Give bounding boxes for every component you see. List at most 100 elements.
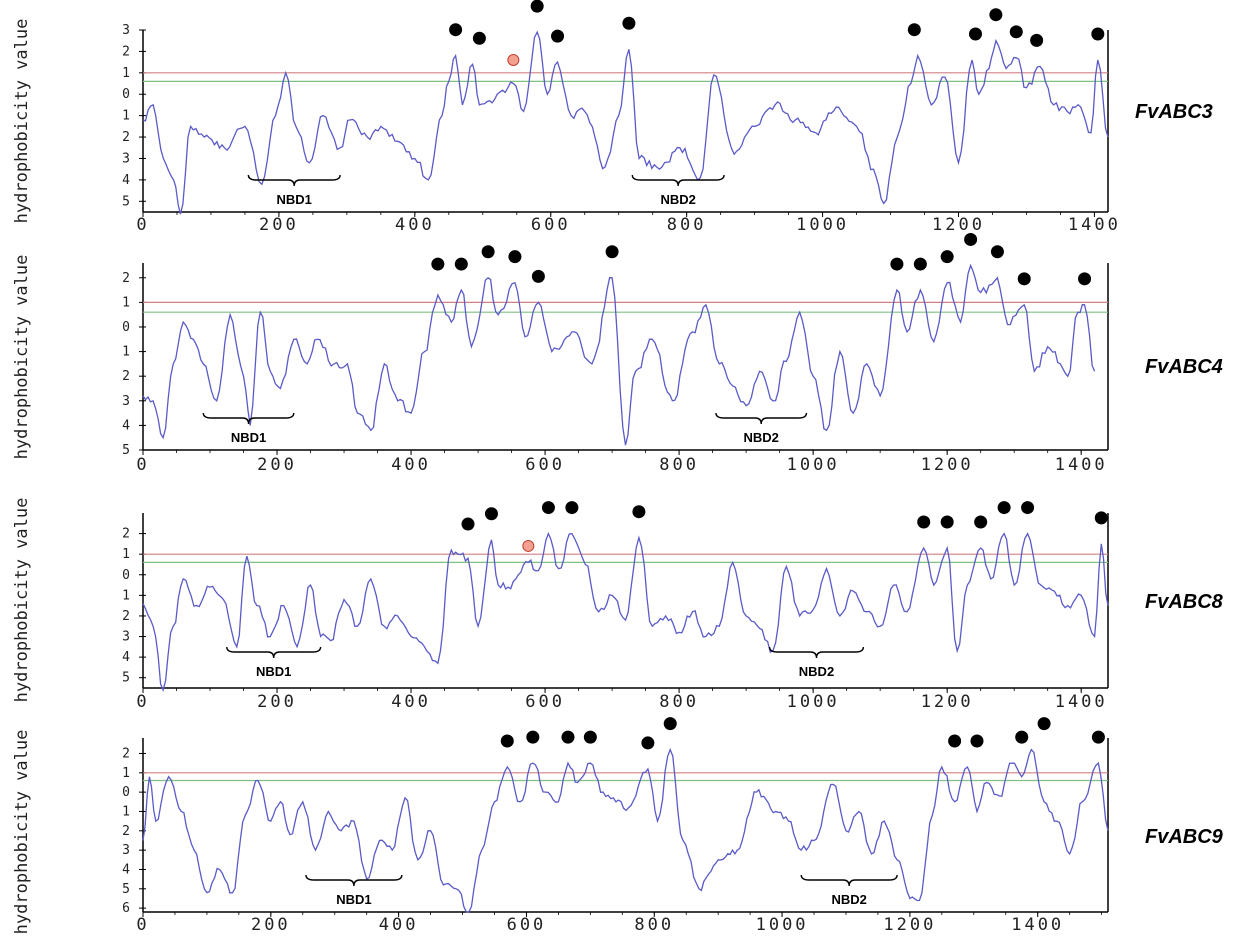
tm-peak-marker [530, 0, 544, 13]
nbd-label: NBD1 [277, 192, 312, 207]
panel-label: FvABC3 [1135, 101, 1213, 123]
nbd-label: NBD2 [831, 892, 866, 907]
y-tick-label: 4 [122, 173, 130, 188]
x-tick-label: 400 [391, 692, 431, 712]
x-tick-label: 1400 [1068, 215, 1121, 235]
tm-peak-marker [641, 736, 655, 750]
y-tick-label: 1 [122, 588, 130, 603]
x-tick-label: 1200 [921, 455, 974, 475]
x-tick-label: 1400 [1055, 692, 1108, 712]
tm-peak-marker [989, 8, 1003, 22]
y-tick-label: 1 [122, 66, 130, 81]
x-tick-label: 1000 [787, 692, 840, 712]
y-tick-label: 2 [122, 609, 130, 624]
nbd-label: NBD1 [336, 892, 371, 907]
tm-peak-marker [890, 257, 904, 271]
x-tick-label: 200 [257, 692, 297, 712]
y-tick-label: 2 [122, 130, 130, 145]
y-tick-label: 0 [122, 320, 130, 335]
tm-peak-marker [907, 23, 921, 37]
tm-peak-marker [663, 717, 677, 731]
x-tick-label: 600 [531, 215, 571, 235]
tm-peak-marker [526, 730, 540, 744]
nbd-brace [768, 646, 865, 659]
tm-peak-marker [1037, 717, 1051, 731]
x-tick-label: 1200 [883, 915, 936, 935]
tm-peak-marker [1030, 33, 1044, 47]
y-tick-label: 5 [122, 443, 130, 458]
x-tick-label: 1000 [787, 455, 840, 475]
x-tick-label: 600 [525, 692, 565, 712]
tm-peak-marker [913, 257, 927, 271]
y-tick-label: 1 [122, 295, 130, 310]
tm-peak-marker [565, 501, 579, 515]
x-tick-label: 800 [667, 215, 707, 235]
y-tick-label: 2 [122, 527, 130, 542]
y-axis-title: hydrophobicity value [12, 730, 32, 935]
x-tick-label: 400 [379, 915, 419, 935]
nbd-label: NBD2 [660, 192, 695, 207]
tm-peak-marker [481, 245, 495, 259]
tm-peak-marker [1021, 501, 1035, 515]
tm-peak-marker [583, 730, 597, 744]
tm-peak-marker [1009, 25, 1023, 39]
x-tick-label: 200 [259, 215, 299, 235]
y-tick-label: 5 [122, 671, 130, 686]
x-tick-label: 800 [659, 455, 699, 475]
y-tick-label: 1 [122, 109, 130, 124]
y-tick-label: 4 [122, 650, 130, 665]
x-tick-label: 0 [136, 915, 149, 935]
panel-label: FvABC4 [1145, 356, 1223, 378]
y-tick-label: 2 [122, 369, 130, 384]
x-tick-label: 800 [659, 692, 699, 712]
y-tick-label: 3 [122, 151, 130, 166]
nbd-label: NBD1 [231, 430, 266, 445]
tm-peak-marker [561, 730, 575, 744]
x-tick-label: 1200 [932, 215, 985, 235]
nbd-label: NBD2 [744, 430, 779, 445]
tm-peak-marker [449, 23, 463, 37]
x-tick-label: 600 [525, 455, 565, 475]
x-tick-label: 200 [257, 455, 297, 475]
tm-peak-marker [541, 501, 555, 515]
nbd-brace [226, 646, 322, 659]
tm-peak-marker [1091, 27, 1105, 41]
tm-peak-marker [431, 257, 445, 271]
panel-label: FvABC8 [1145, 591, 1224, 613]
x-tick-label: 1400 [1011, 915, 1064, 935]
tm-peak-marker [940, 250, 954, 264]
x-tick-label: 600 [507, 915, 547, 935]
x-tick-label: 0 [136, 215, 149, 235]
x-tick-label: 1000 [756, 915, 809, 935]
y-tick-label: 3 [122, 23, 130, 38]
x-tick-label: 0 [136, 455, 149, 475]
tm-peak-marker [484, 507, 498, 521]
nbd-brace [715, 412, 808, 425]
nbd-label: NBD2 [799, 664, 834, 679]
y-tick-label: 3 [122, 843, 130, 858]
tm-peak-marker [551, 29, 565, 43]
y-tick-label: 1 [122, 547, 130, 562]
x-tick-label: 800 [634, 915, 674, 935]
y-tick-label: 2 [122, 824, 130, 839]
y-tick-label: 2 [122, 271, 130, 286]
tm-peak-marker [1015, 730, 1029, 744]
y-tick-label: 1 [122, 804, 130, 819]
tm-peak-marker [472, 31, 486, 45]
tm-peak-marker [917, 515, 931, 529]
x-tick-label: 1400 [1055, 455, 1108, 475]
y-tick-label: 0 [122, 87, 130, 102]
y-axis-title: hydrophobicity value [12, 255, 32, 460]
y-tick-label: 2 [122, 746, 130, 761]
tm-peak-marker [1094, 511, 1108, 525]
y-tick-label: 5 [122, 194, 130, 209]
hydrophobicity-trace [142, 30, 1109, 215]
tm-peak-marker [531, 269, 545, 283]
tm-peak-marker [632, 505, 646, 519]
nbd-brace [800, 874, 898, 887]
x-tick-label: 200 [251, 915, 291, 935]
